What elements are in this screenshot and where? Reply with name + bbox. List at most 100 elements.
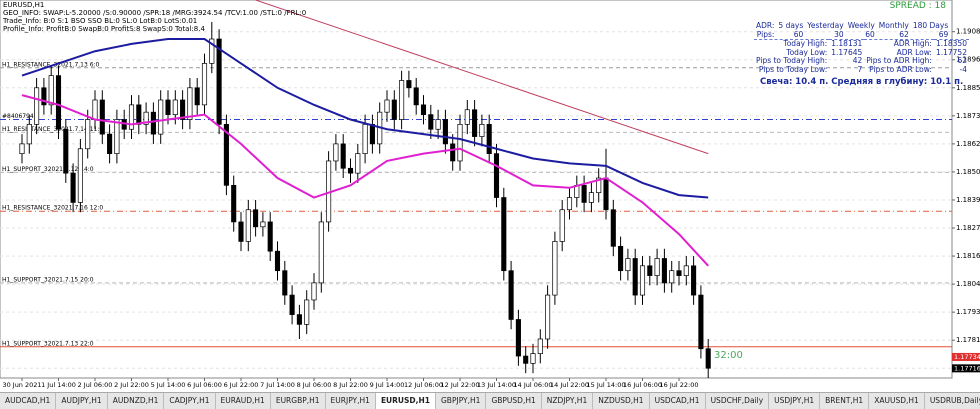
symbol-tab[interactable]: EURGBP,H1 — [271, 393, 326, 409]
levels-cell: -4 — [959, 64, 967, 74]
levels-row: Pips to Today Low: 7 Pips to ADR Low: -4 — [754, 64, 969, 75]
adr-panel: ADR: 5 days Yesterday Weekly Monthly 180 Days… — [754, 21, 969, 74]
y-tick-label: 1.18850 — [956, 84, 980, 92]
candle-body — [172, 99, 178, 115]
candle-body — [676, 270, 682, 276]
candle-body — [683, 265, 689, 276]
x-tick-label: 6 Jul 22:00 — [224, 381, 259, 389]
candle-body — [70, 172, 76, 203]
moving-average — [255, 0, 709, 155]
candle-body — [618, 245, 624, 272]
levels-cell: Pips to Today High: — [756, 56, 828, 65]
candle-body — [143, 111, 149, 125]
adr-header-cell: 180 Days — [912, 21, 949, 30]
levels-cell: 7 — [857, 64, 863, 74]
price-marker-label: 1.17716 — [954, 364, 980, 372]
y-tick-label: 1.17815 — [956, 336, 980, 344]
level-label: H1_SUPPORT_32021.7.15 20:0 — [2, 276, 94, 283]
adr-cell: 60 — [793, 29, 804, 39]
symbol-tab[interactable]: USDJPY,H1 — [769, 393, 821, 409]
x-tick-label: 30 Jun 2021 — [2, 381, 41, 389]
symbol-tab[interactable]: EURJPY,H1 — [326, 393, 376, 409]
adr-header: ADR: 5 days Yesterday Weekly Monthly 180 Days — [754, 21, 950, 31]
symbol-tab[interactable]: NZDUSD,H1 — [593, 393, 650, 409]
symbol-tab[interactable]: CADJPY,H1 — [164, 393, 216, 409]
y-tick-label: 1.18390 — [956, 196, 980, 204]
candle-body — [274, 250, 281, 272]
adr-cell: Pips: — [756, 29, 775, 39]
symbol-tab[interactable]: USDCAD,H1 — [650, 393, 706, 409]
symbol-tab[interactable]: GBPUSD,H1 — [486, 393, 542, 409]
candle-body — [34, 87, 40, 125]
candle-body — [435, 119, 441, 130]
x-tick-label: 2 Jul 06:00 — [78, 381, 113, 389]
candle-body — [55, 75, 62, 130]
x-tick-label: 14 Jul 06:00 — [514, 381, 553, 389]
symbol-tab[interactable]: XAUUSD,H1 — [869, 393, 925, 409]
symbol-tabs: AUDCAD,H1 AUDJPY,H1 AUDNZD,H1 CADJPY,H1 EURA… — [0, 392, 980, 409]
candle-body — [428, 114, 434, 130]
candle-body — [180, 99, 186, 120]
candle-body — [661, 258, 667, 284]
moving-average — [21, 38, 709, 199]
candle-body — [340, 143, 346, 169]
candle-body — [41, 87, 47, 106]
symbol-tab[interactable]: USDRUB,Daily — [925, 393, 980, 409]
candle-body — [63, 128, 69, 174]
info-line: Trade_Info: B:0 S:1 BSO SSO BL:0 SL:0 Lo… — [3, 17, 198, 25]
candle-body — [420, 104, 427, 115]
candle-body — [545, 294, 551, 340]
level-label: H1_RESISTANCE_32021.7.16 12:0 — [2, 205, 103, 212]
candle-body — [333, 143, 339, 162]
levels-row: Today Low: 1.17645 ADR Low: 1.17752 — [754, 47, 969, 58]
levels-cell: 1.18131 — [831, 39, 863, 48]
candle-body — [158, 99, 164, 135]
plot-area — [0, 0, 953, 379]
candle-body — [486, 124, 492, 154]
symbol-tab[interactable]: AUDJPY,H1 — [56, 393, 108, 409]
symbol-label: EURUSD,H1 — [3, 1, 45, 9]
x-tick-label: 7 Jul 14:00 — [260, 381, 295, 389]
candle-body — [603, 177, 609, 211]
x-tick-label: 14 Jul 22:00 — [550, 381, 589, 389]
symbol-tab[interactable]: GBPJPY,H1 — [436, 393, 487, 409]
candle-body — [231, 184, 237, 223]
y-tick-label: 1.18045 — [956, 280, 980, 288]
bar-timer: 32:00 — [714, 350, 743, 361]
candle-body — [508, 270, 514, 320]
candle-body — [610, 209, 616, 247]
candle-body — [223, 124, 229, 186]
candle-body — [85, 119, 91, 150]
candle-body — [128, 104, 135, 130]
x-tick-label: 6 Jul 06:00 — [187, 381, 222, 389]
x-tick-label: 13 Jul 14:00 — [477, 381, 516, 389]
candle-body — [201, 63, 208, 106]
symbol-tab[interactable]: EURUSD,H1 — [375, 393, 436, 409]
candle-body — [114, 119, 120, 154]
symbol-tab[interactable]: USDCHF,Daily — [706, 393, 770, 409]
levels-table: Today High: 1.18131 ADR High: 1.18350 Today … — [754, 39, 969, 74]
candle-body — [19, 143, 25, 154]
candle-body — [698, 294, 704, 350]
candle-body — [581, 184, 587, 203]
adr-header-cell: Weekly — [847, 21, 875, 30]
levels-cell: ADR Low: — [896, 47, 932, 57]
levels-cell: ADR High: — [893, 39, 932, 48]
candle-body — [369, 124, 375, 145]
candle-body — [194, 87, 200, 106]
candle-body — [515, 319, 521, 357]
adr-header-cell: Monthly — [878, 21, 909, 30]
symbol-tab[interactable]: BRENT,H1 — [820, 393, 870, 409]
price-marker — [952, 352, 980, 361]
x-tick-label: 12 Jul 22:00 — [441, 381, 480, 389]
candle-note: Свеча: 10.4 п. Средняя в глубину: 10.1 п… — [760, 77, 964, 87]
info-line: GEO_INFO: SWAP:L-5.20000 /S:0.90000 /SPR… — [3, 9, 307, 17]
levels-cell: 42 — [852, 56, 863, 65]
symbol-tab[interactable]: NZDJPY,H1 — [542, 393, 594, 409]
symbol-tab[interactable]: EURAUD,H1 — [216, 393, 271, 409]
candle-body — [625, 258, 631, 272]
symbol-tab[interactable]: AUDNZD,H1 — [108, 393, 165, 409]
symbol-tab[interactable]: AUDCAD,H1 — [0, 393, 57, 409]
candle-body — [406, 80, 412, 89]
